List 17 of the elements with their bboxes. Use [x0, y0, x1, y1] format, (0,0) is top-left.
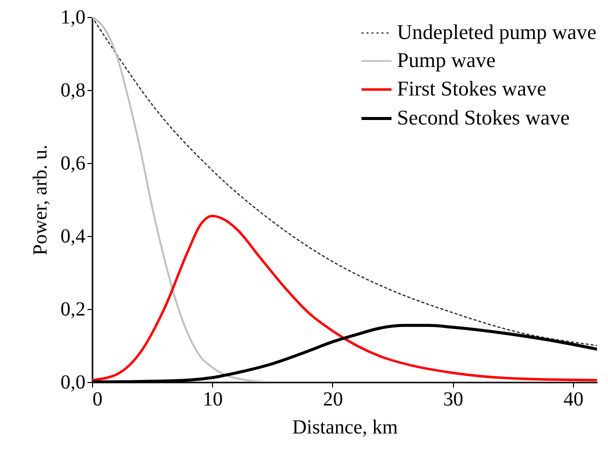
x-tick-label: 30 [443, 388, 464, 410]
x-tick-label: 10 [202, 388, 223, 410]
y-axis-title: Power, arb. u. [30, 144, 52, 256]
y-tick-label: 0,6 [60, 152, 86, 174]
y-tick-label: 0,8 [60, 80, 86, 102]
x-axis-title: Distance, km [292, 416, 398, 438]
legend-label: First Stokes wave [397, 76, 546, 100]
legend-label: Pump wave [397, 48, 496, 72]
y-tick-label: 0,4 [60, 226, 86, 248]
y-tick-label: 0,2 [60, 298, 86, 320]
legend-label: Second Stokes wave [397, 106, 570, 130]
x-tick-label: 0 [92, 388, 102, 410]
y-tick-label: 1,0 [60, 6, 86, 28]
legend-label: Undepleted pump wave [397, 20, 596, 44]
x-tick-label: 20 [322, 388, 343, 410]
x-tick-label: 40 [563, 388, 584, 410]
y-tick-label: 0,0 [60, 372, 86, 394]
